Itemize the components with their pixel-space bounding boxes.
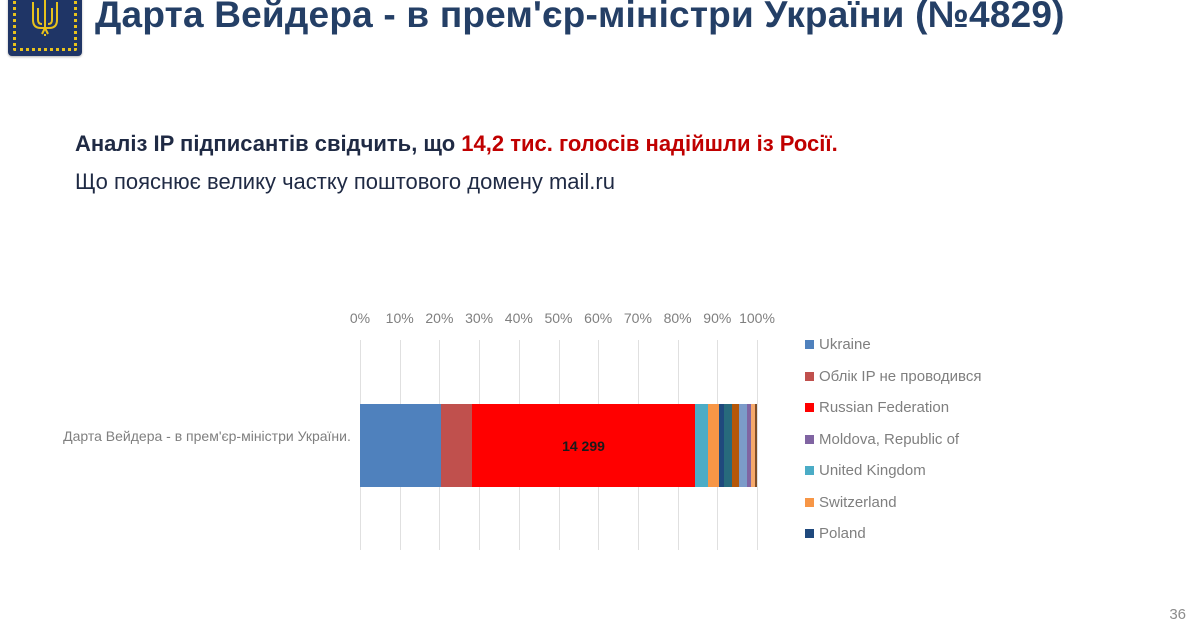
legend-label: Ukraine — [819, 336, 871, 354]
bar-segment — [360, 404, 441, 487]
x-tick-label: 70% — [623, 310, 652, 326]
x-tick-label: 0% — [349, 310, 371, 326]
x-tick-label: 10% — [385, 310, 414, 326]
x-tick-label: 80% — [663, 310, 692, 326]
legend-swatch-icon — [805, 340, 814, 350]
legend-swatch-icon — [805, 371, 814, 381]
legend-label: Russian Federation — [819, 399, 950, 417]
stacked-bar: 14 299 — [360, 404, 757, 487]
x-tick-label: 40% — [504, 310, 533, 326]
legend-label: Moldova, Republic of — [819, 430, 960, 448]
legend-item: Ukraine — [805, 329, 981, 361]
legend-item: Russian Federation — [805, 392, 981, 424]
data-label: 14 299 — [562, 437, 605, 454]
legend-swatch-icon — [805, 434, 814, 444]
stacked-bar-chart: 0% 10% 20% 30% 40% 50% 60% 70% 80% 90% 100% Дарта … — [0, 300, 1200, 560]
ukraine-emblem-logo — [8, 0, 82, 56]
bar-segment — [739, 404, 748, 487]
bar-segment — [747, 404, 752, 487]
bar-segment: 14 299 — [471, 404, 696, 487]
category-label: Дарта Вейдера - в прем'єр-міністри Украї… — [63, 428, 351, 444]
logo-frame — [13, 0, 77, 51]
legend-item: United Kingdom — [805, 455, 981, 487]
x-tick-label: 90% — [703, 310, 732, 326]
legend-swatch-icon — [805, 497, 814, 507]
gridline — [757, 340, 758, 550]
bar-segment — [708, 404, 720, 487]
x-tick-label: 60% — [584, 310, 613, 326]
legend-swatch-icon — [805, 403, 814, 413]
x-tick-label: 30% — [465, 310, 494, 326]
legend-swatch-icon — [805, 466, 814, 476]
bar-segment — [755, 404, 757, 487]
legend-label: United Kingdom — [819, 462, 926, 480]
x-tick-label: 100% — [739, 310, 775, 326]
bar-segment — [719, 404, 725, 487]
legend-item: Облік IP не проводився — [805, 361, 981, 393]
page-number: 36 — [1169, 606, 1186, 623]
bar-segment — [695, 404, 709, 487]
bar-segment — [751, 404, 756, 487]
legend-swatch-icon — [805, 529, 814, 539]
legend-label: Switzerland — [819, 493, 897, 511]
analysis-explanation: Що пояснює велику частку поштового домен… — [75, 169, 615, 194]
analysis-headline-highlight: 14,2 тис. голосів надійшли із Росії. — [461, 131, 838, 156]
bar-segment — [732, 404, 740, 487]
legend-label: Poland — [819, 525, 866, 543]
page-title: Дарта Вейдера - в прем'єр-міністри Украї… — [95, 0, 1065, 35]
legend-item: Poland — [805, 518, 981, 550]
x-tick-label: 20% — [425, 310, 454, 326]
bar-segment — [440, 404, 472, 487]
analysis-headline: Аналіз IP підписантів свідчить, що 14,2 … — [75, 131, 838, 157]
analysis-headline-prefix: Аналіз IP підписантів свідчить, що — [75, 131, 462, 156]
legend-item: Moldova, Republic of — [805, 424, 981, 456]
legend-label: Облік IP не проводився — [819, 367, 982, 385]
x-tick-label: 50% — [544, 310, 573, 326]
trident-icon — [32, 0, 58, 36]
chart-legend: Ukraine Облік IP не проводився Russian Fed… — [805, 329, 981, 550]
legend-item: Switzerland — [805, 487, 981, 519]
bar-segment — [724, 404, 733, 487]
